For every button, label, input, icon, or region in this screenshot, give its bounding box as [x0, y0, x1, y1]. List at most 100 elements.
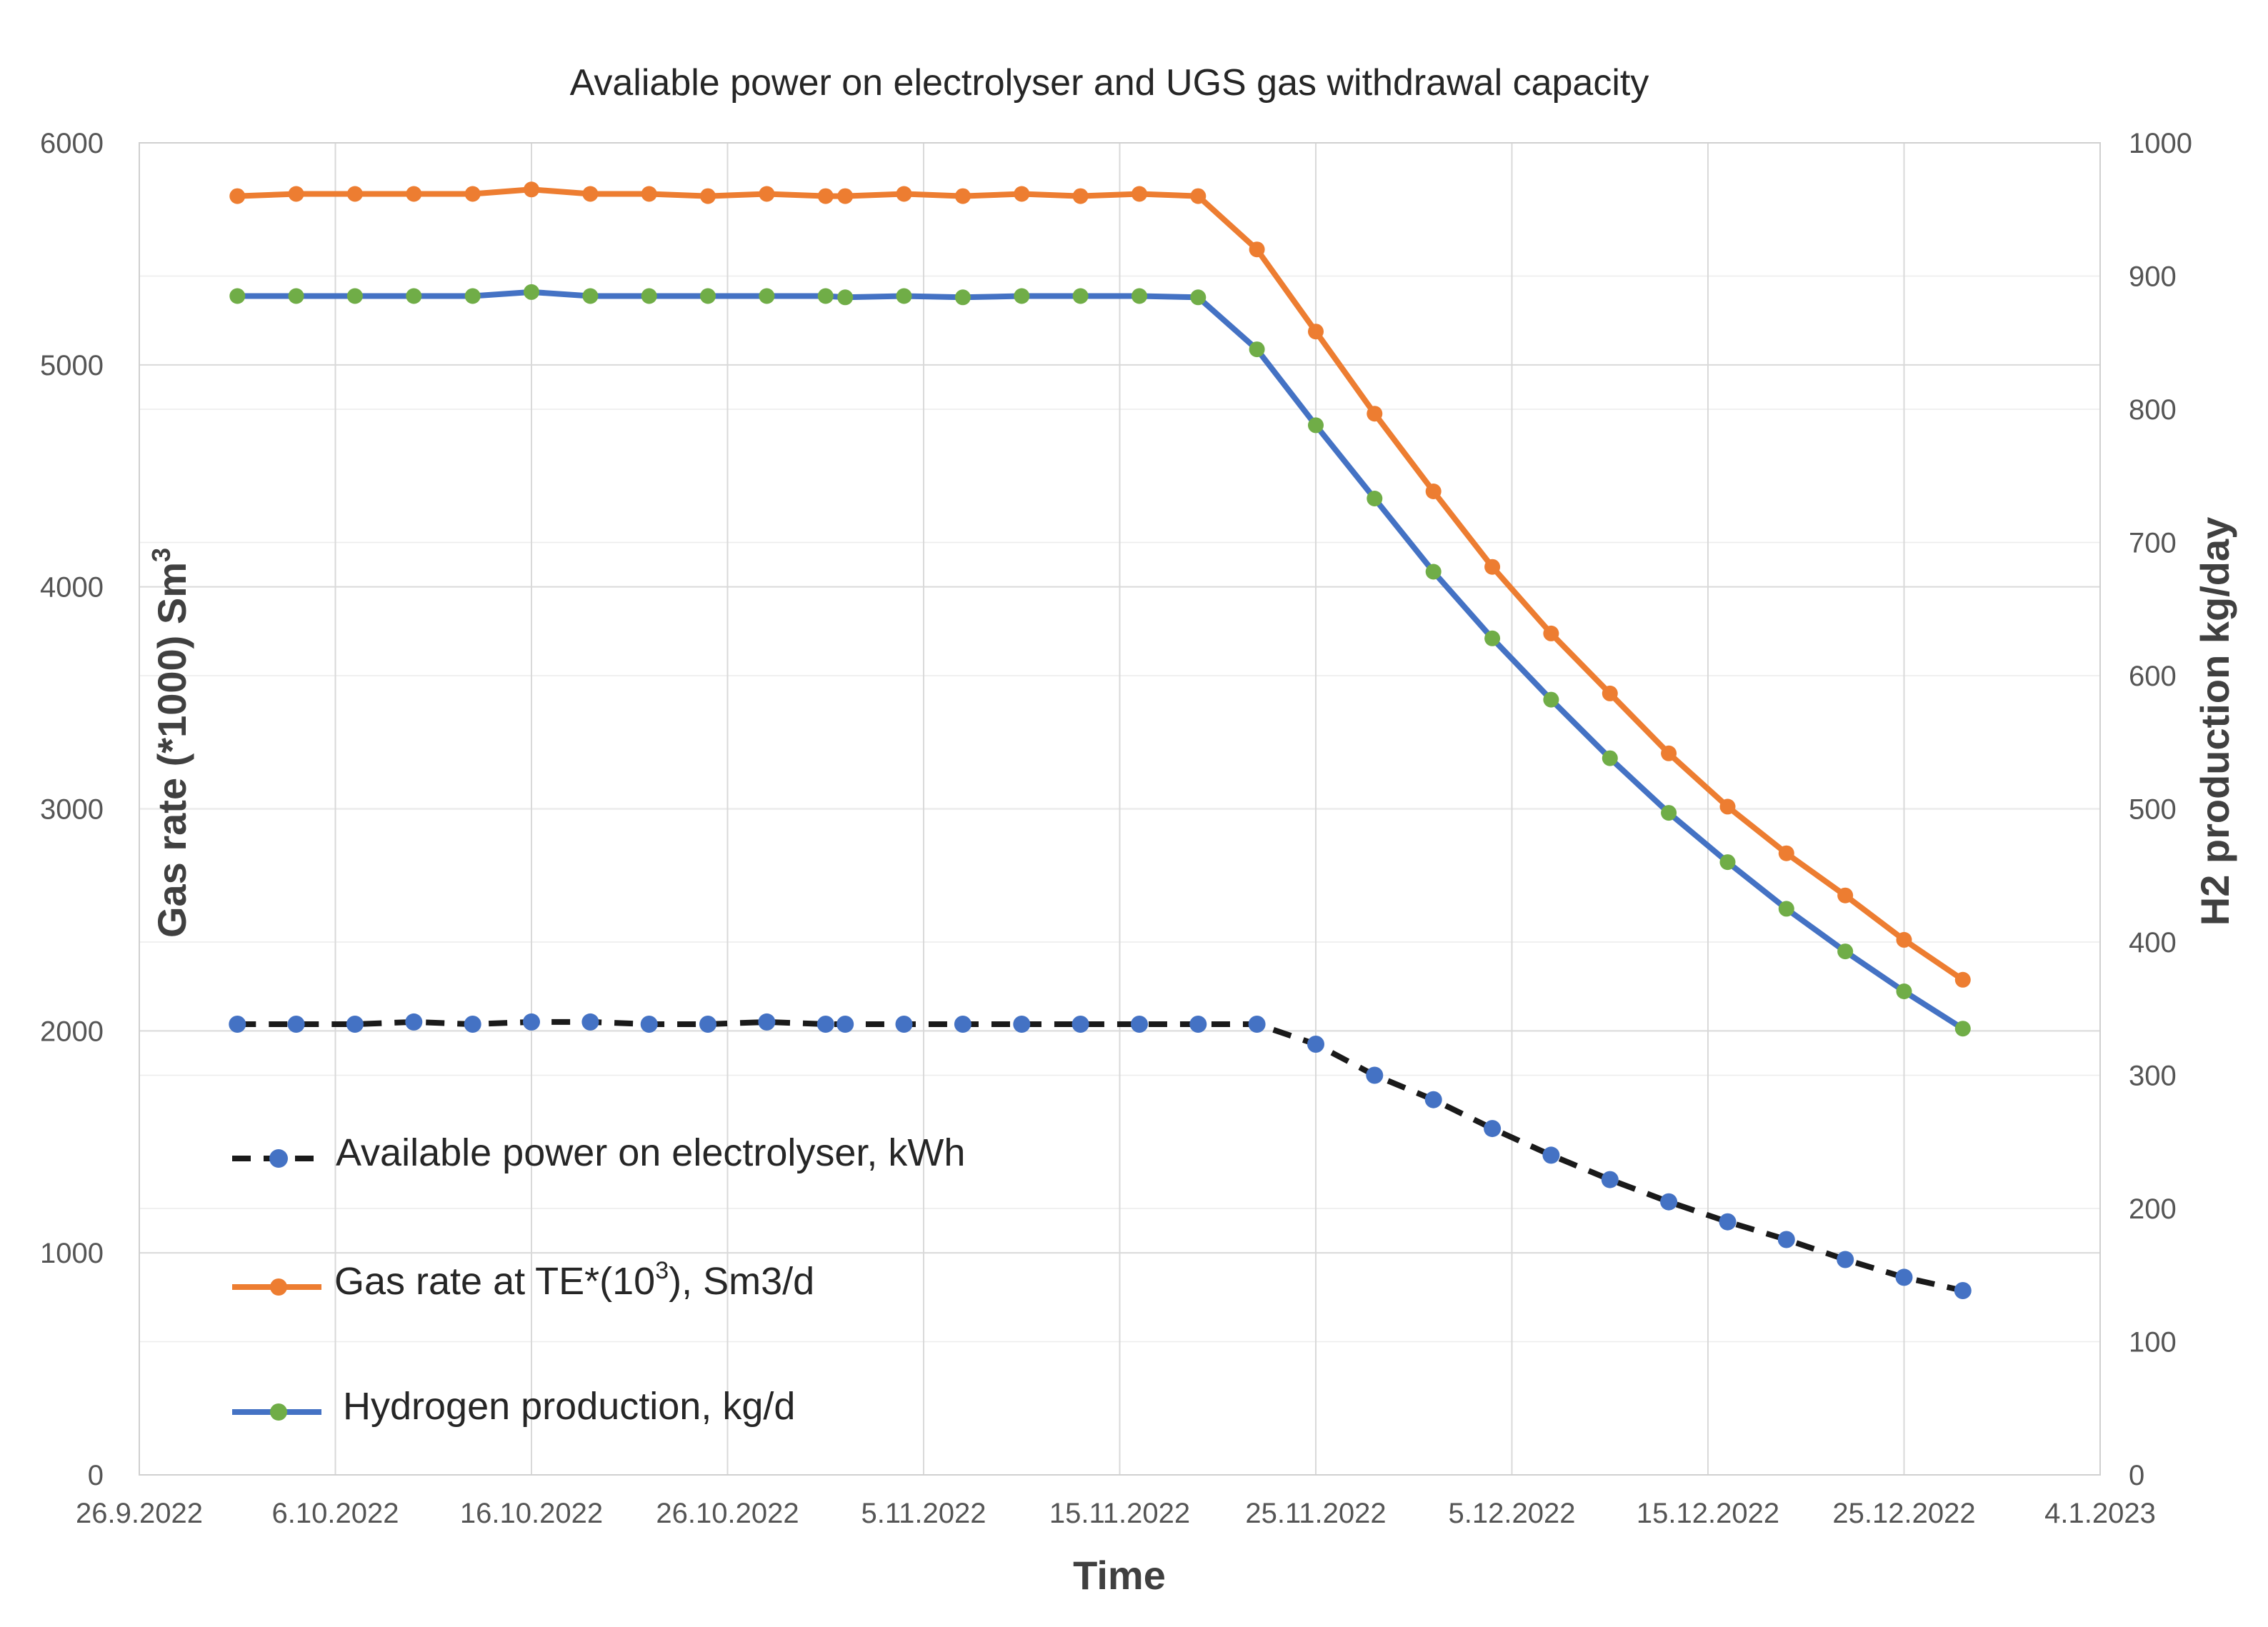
power-series — [229, 1013, 1972, 1299]
power-point — [287, 1016, 305, 1033]
hydrogen-point — [524, 284, 539, 300]
gas-rate-point — [837, 188, 854, 204]
y-right-tick-label: 800 — [2129, 394, 2177, 426]
hydrogen-point — [817, 288, 834, 304]
power-point — [640, 1016, 658, 1033]
gas-rate-point — [346, 186, 363, 202]
y-axis-left-label: Gas rate (*1000) Sm3 — [146, 548, 194, 938]
legend-swatch-power-marker — [269, 1149, 288, 1168]
power-point — [1837, 1251, 1854, 1268]
gas-rate-point — [229, 188, 246, 204]
y-left-tick-label: 5000 — [40, 350, 104, 381]
hydrogen-point — [1661, 805, 1677, 821]
y-right-tick-label: 600 — [2129, 661, 2177, 692]
gas-rate-point — [1661, 745, 1677, 761]
gas-rate-point — [464, 186, 481, 202]
y-left-tick-label: 6000 — [40, 128, 104, 159]
hydrogen-point — [1190, 289, 1207, 306]
y-right-tick-label: 900 — [2129, 261, 2177, 293]
legend: Available power on electrolyser, kWh Gas… — [232, 1131, 965, 1428]
y-right-tick-label: 500 — [2129, 794, 2177, 826]
gas-rate-point — [896, 186, 912, 202]
hydrogen-point — [288, 288, 304, 304]
gas-rate-point — [1367, 406, 1383, 422]
hydrogen-series — [229, 284, 1971, 1037]
power-point — [1954, 1282, 1972, 1299]
y-right-tick-label: 0 — [2129, 1460, 2144, 1491]
y-left-tick-label: 3000 — [40, 794, 104, 826]
gas-rate-point — [1249, 241, 1265, 258]
gas-rate-point — [954, 188, 971, 204]
legend-label-gas-rate-tail: ), Sm3/d — [669, 1260, 814, 1303]
gas-rate-point — [1308, 324, 1324, 340]
legend-label-hydrogen: Hydrogen production, kg/d — [343, 1385, 795, 1428]
power-point — [581, 1013, 599, 1031]
gas-rate-point — [1602, 685, 1618, 701]
power-point — [1013, 1016, 1031, 1033]
power-point — [523, 1013, 540, 1031]
gas-rate-point — [1543, 625, 1559, 641]
power-point — [895, 1016, 913, 1033]
hydrogen-point — [1896, 983, 1912, 999]
power-point — [405, 1013, 423, 1031]
power-point — [1248, 1016, 1266, 1033]
power-point — [346, 1016, 364, 1033]
power-point — [1071, 1016, 1089, 1033]
gas-rate-point — [1837, 887, 1854, 903]
x-tick-label: 6.10.2022 — [272, 1498, 399, 1529]
power-point — [1719, 1213, 1737, 1231]
hydrogen-point — [1014, 288, 1030, 304]
power-point — [1895, 1268, 1913, 1286]
series-layer — [229, 181, 1972, 1299]
legend-item-power: Available power on electrolyser, kWh — [232, 1131, 965, 1174]
legend-label-gas-rate: Gas rate at TE*(103), Sm3/d — [334, 1257, 814, 1303]
gas-rate-point — [1131, 186, 1147, 202]
x-tick-label: 26.9.2022 — [76, 1498, 203, 1529]
legend-label-gas-rate-main: Gas rate at TE*(10 — [334, 1260, 655, 1303]
power-point — [1131, 1016, 1148, 1033]
legend-item-hydrogen: Hydrogen production, kg/d — [232, 1385, 795, 1428]
hydrogen-point — [641, 288, 657, 304]
x-tick-label: 15.12.2022 — [1637, 1498, 1779, 1529]
gas-rate-point — [641, 186, 657, 202]
legend-label-gas-rate-sup: 3 — [655, 1257, 669, 1284]
power-point — [229, 1016, 246, 1033]
hydrogen-point — [346, 288, 363, 304]
hydrogen-point — [464, 288, 481, 304]
legend-swatch-hydrogen-marker — [270, 1403, 287, 1421]
hydrogen-point — [1249, 341, 1265, 358]
gas-rate-point — [1425, 484, 1442, 499]
power-point — [954, 1016, 971, 1033]
gas-rate-series — [229, 181, 1971, 988]
x-tick-label: 25.11.2022 — [1245, 1498, 1386, 1529]
x-tick-label: 25.12.2022 — [1832, 1498, 1975, 1529]
gas-rate-point — [1190, 188, 1207, 204]
y-right-tick-label: 300 — [2129, 1061, 2177, 1092]
y-right-tick-label: 1000 — [2129, 128, 2192, 159]
gas-rate-point — [1014, 186, 1030, 202]
power-point — [1601, 1171, 1619, 1188]
hydrogen-point — [229, 288, 246, 304]
y-axis-right-label: H2 production kg/day — [2192, 517, 2237, 926]
power-point — [1542, 1146, 1560, 1164]
gas-rate-point — [1954, 971, 1971, 988]
x-tick-label: 26.10.2022 — [656, 1498, 799, 1529]
y-axis-left-label-main: Gas rate (*1000) Sm — [149, 562, 194, 938]
gas-rate-point — [1719, 799, 1736, 815]
chart-title: Avaliable power on electrolyser and UGS … — [570, 62, 1649, 104]
power-point — [1189, 1016, 1207, 1033]
hydrogen-point — [896, 288, 912, 304]
hydrogen-point — [1954, 1021, 1971, 1037]
gas-rate-point — [759, 186, 775, 202]
power-point — [699, 1016, 716, 1033]
power-point — [816, 1016, 834, 1033]
legend-swatch-gas-marker — [270, 1278, 287, 1296]
hydrogen-point — [406, 288, 422, 304]
power-point — [1484, 1120, 1502, 1138]
gas-rate-point — [1778, 845, 1794, 861]
gas-rate-point — [524, 181, 539, 198]
hydrogen-point — [837, 289, 854, 306]
hydrogen-point — [954, 289, 971, 306]
